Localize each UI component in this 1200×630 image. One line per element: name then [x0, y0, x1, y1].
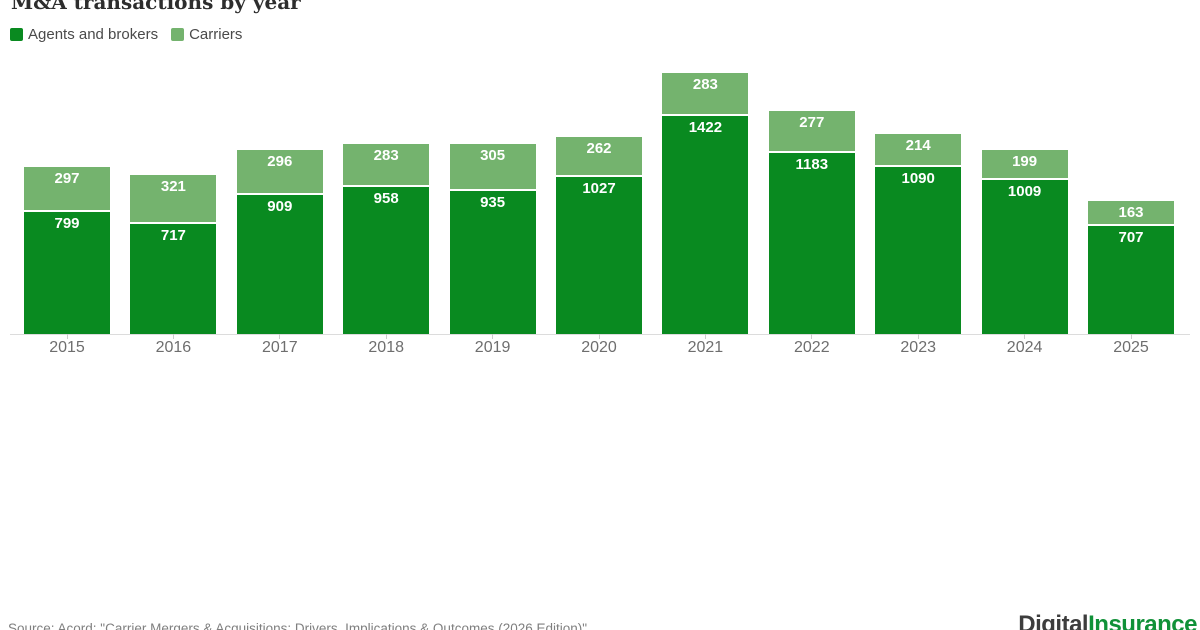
value-label-carriers: 262 [586, 140, 612, 157]
value-label-agents-and-brokers: 1422 [688, 119, 723, 136]
value-label-agents-and-brokers: 958 [373, 190, 399, 207]
segment-agents-and-brokers: 1422 [662, 116, 749, 334]
tick-mark [704, 334, 706, 339]
value-label-agents-and-brokers: 935 [480, 194, 506, 211]
bar-group-2016: 321 717 [130, 175, 217, 334]
x-axis-label: 2016 [155, 339, 192, 356]
value-label-agents-and-brokers: 799 [54, 215, 80, 232]
value-label-carriers: 277 [799, 114, 825, 131]
logo-text-insurance: Insurance [1088, 611, 1197, 630]
bar-group-2022: 277 1183 [768, 111, 855, 334]
x-axis-label: 2025 [1113, 339, 1149, 356]
value-label-carriers: 283 [373, 147, 399, 164]
value-label-carriers: 163 [1118, 204, 1144, 221]
tick-mark [917, 334, 919, 339]
segment-agents-and-brokers: 1027 [556, 177, 642, 334]
x-axis-label: 2021 [687, 339, 724, 356]
legend-label: Agents and brokers [28, 26, 159, 43]
segment-carriers: 214 [875, 134, 962, 167]
bar-group-2021: 283 1422 [662, 73, 749, 334]
x-axis-label: 2015 [49, 339, 85, 356]
x-axis-label: 2022 [794, 339, 830, 356]
bar-group-2023: 214 1090 [875, 134, 962, 334]
bar-group-2025: 163 707 [1088, 201, 1174, 334]
bar-group-2024: 199 1009 [981, 150, 1068, 334]
value-label-carriers: 305 [480, 147, 506, 164]
segment-agents-and-brokers: 1090 [875, 167, 962, 334]
tick-mark [492, 334, 494, 339]
legend-swatch-icon [171, 28, 185, 41]
segment-agents-and-brokers: 909 [236, 195, 323, 334]
value-label-carriers: 214 [905, 137, 931, 154]
segment-agents-and-brokers: 1009 [981, 180, 1068, 334]
logo-text-digital: Digital [1018, 611, 1089, 630]
x-axis-label: 2018 [368, 339, 404, 356]
tick-mark [172, 334, 174, 339]
bar-group-2015: 297 799 [24, 167, 110, 334]
x-axis-label: 2019 [474, 339, 511, 356]
segment-carriers: 262 [556, 137, 642, 177]
value-label-carriers: 283 [692, 76, 718, 93]
source-attribution: Source: Acord: "Carrier Mergers & Acquis… [8, 621, 588, 630]
chart-title: M&A transactions by year [11, 0, 301, 14]
bar-group-2020: 262 1027 [556, 137, 642, 334]
tick-mark [811, 334, 813, 339]
segment-agents-and-brokers: 1183 [768, 153, 855, 334]
segment-carriers: 283 [343, 144, 430, 187]
x-axis-label: 2017 [262, 339, 298, 356]
x-axis-label: 2023 [900, 339, 936, 356]
segment-carriers: 321 [130, 175, 217, 224]
legend-label: Carriers [189, 26, 243, 43]
x-axis-label: 2020 [581, 339, 617, 356]
segment-agents-and-brokers: 935 [449, 191, 536, 334]
legend: Agents and brokers Carriers [10, 27, 242, 42]
x-axis-line [10, 334, 1190, 335]
segment-agents-and-brokers: 799 [24, 212, 110, 334]
tick-mark [1130, 334, 1132, 339]
tick-mark [1024, 334, 1026, 339]
segment-agents-and-brokers: 958 [343, 187, 430, 334]
plot-area: 297 799 321 717 296 909 283 958 305 935 262 1027 283… [10, 73, 1190, 334]
value-label-carriers: 199 [1012, 153, 1038, 170]
value-label-agents-and-brokers: 1183 [795, 156, 829, 173]
segment-carriers: 163 [1088, 201, 1174, 226]
tick-mark [66, 334, 68, 339]
value-label-agents-and-brokers: 1027 [582, 180, 616, 197]
tick-mark [385, 334, 387, 339]
value-label-agents-and-brokers: 707 [1118, 229, 1144, 246]
tick-mark [279, 334, 281, 339]
segment-carriers: 305 [449, 144, 536, 191]
segment-carriers: 297 [24, 167, 110, 212]
segment-carriers: 277 [768, 111, 855, 153]
x-axis-label: 2024 [1006, 339, 1043, 356]
value-label-agents-and-brokers: 1009 [1007, 183, 1042, 200]
legend-swatch-icon [10, 28, 23, 41]
bar-group-2017: 296 909 [236, 150, 323, 334]
legend-item-carriers: Carriers [171, 27, 242, 42]
value-label-carriers: 296 [267, 153, 293, 170]
tick-mark [598, 334, 600, 339]
publisher-logo: DigitalInsurance [1018, 613, 1197, 630]
legend-item-agents-and-brokers: Agents and brokers [10, 27, 158, 42]
bar-group-2019: 305 935 [449, 144, 536, 334]
value-label-agents-and-brokers: 909 [267, 198, 293, 215]
bar-group-2018: 283 958 [343, 144, 430, 334]
segment-carriers: 199 [981, 150, 1068, 180]
segment-carriers: 296 [236, 150, 323, 195]
segment-agents-and-brokers: 717 [130, 224, 217, 334]
value-label-agents-and-brokers: 1090 [901, 170, 935, 187]
value-label-carriers: 297 [54, 170, 80, 187]
segment-agents-and-brokers: 707 [1088, 226, 1174, 334]
value-label-agents-and-brokers: 717 [160, 227, 186, 244]
value-label-carriers: 321 [160, 178, 186, 195]
segment-carriers: 283 [662, 73, 749, 116]
